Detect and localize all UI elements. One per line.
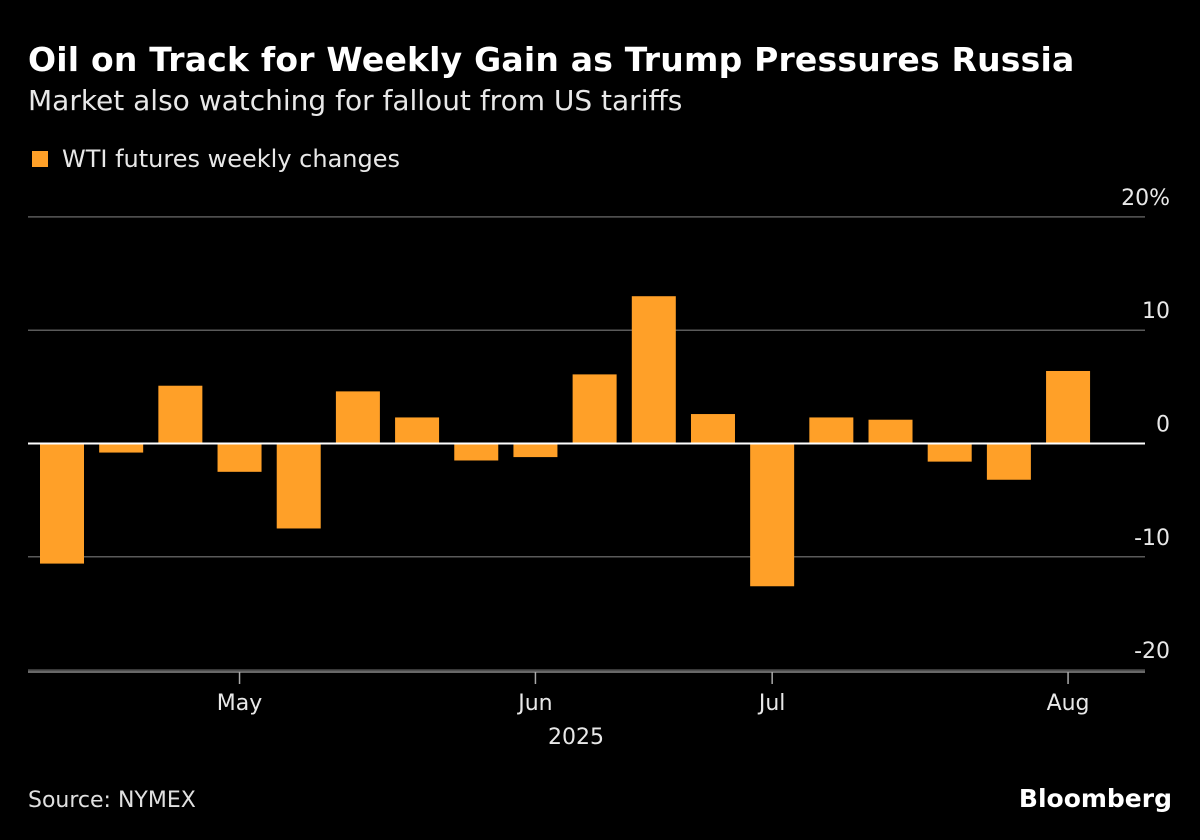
x-axis-label: 2025 [548,725,604,750]
legend-swatch [32,151,48,167]
bar [572,374,617,444]
y-tick-label: -20 [1134,639,1170,664]
bloomberg-logo: Bloomberg [1018,784,1172,813]
bar [99,443,144,453]
legend: WTI futures weekly changes [32,145,400,173]
x-tick-label: Jul [757,691,786,716]
y-tick-label: 20% [1121,186,1170,211]
chart-title: Oil on Track for Weekly Gain as Trump Pr… [28,40,1075,79]
bar [335,391,380,444]
bar [217,443,262,472]
bar [395,417,440,444]
bar [927,443,972,462]
bar [276,443,321,529]
bar [868,419,913,444]
bar [809,417,854,444]
y-tick-label: 10 [1142,299,1170,324]
source-note: Source: NYMEX [28,788,196,813]
chart-subtitle: Market also watching for fallout from US… [28,84,683,117]
bar [454,443,499,461]
bar [631,296,676,444]
bar [1046,370,1091,444]
bar [513,443,558,458]
y-tick-label: -10 [1134,526,1170,551]
x-tick-label: Aug [1047,691,1090,716]
bar [158,385,203,444]
x-tick-label: Jun [516,691,552,716]
x-tick-label: May [217,691,262,716]
bar [986,443,1031,480]
bar [750,443,795,587]
bar [40,443,84,564]
legend-label: WTI futures weekly changes [62,145,401,173]
y-tick-label: 0 [1156,413,1170,438]
bar [690,414,735,444]
